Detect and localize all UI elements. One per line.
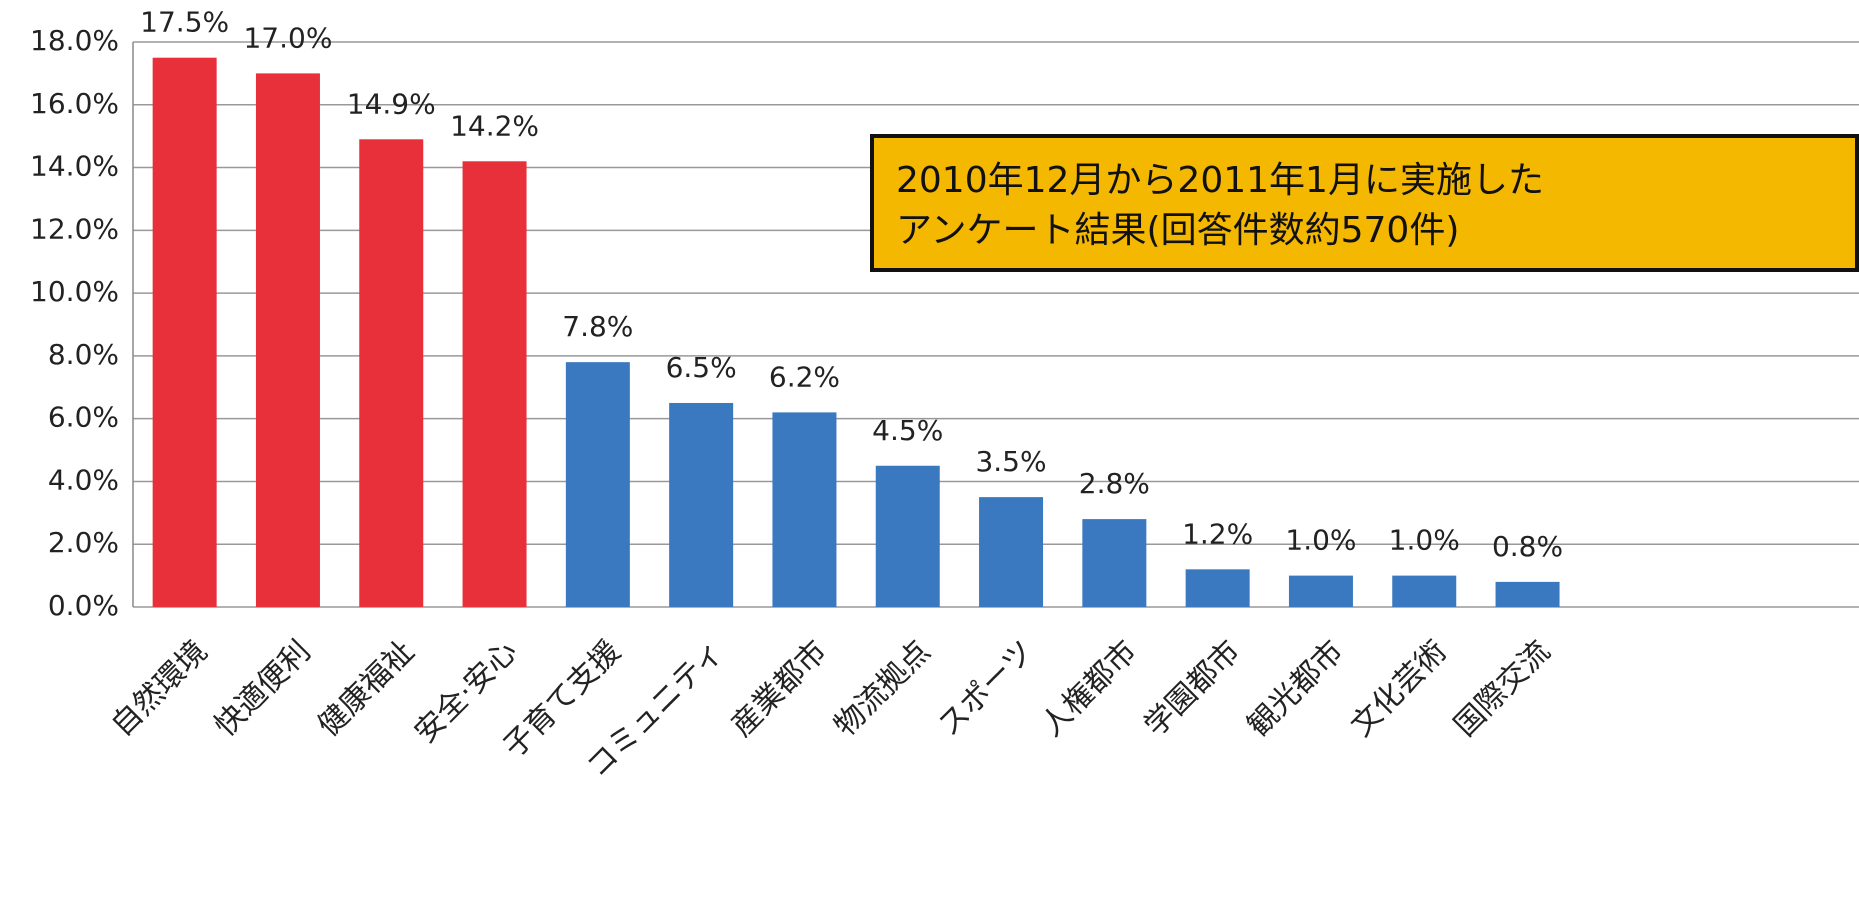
bar xyxy=(1082,519,1147,607)
x-tick-label: 物流拠点 xyxy=(828,634,938,744)
y-tick-label: 4.0% xyxy=(48,463,119,496)
bar xyxy=(462,161,527,607)
annotation-text: アンケート結果(回答件数約570件) xyxy=(896,210,1459,251)
x-tick-label: スポーツ xyxy=(932,634,1041,743)
data-label: 4.5% xyxy=(872,414,943,447)
x-tick-label: 産業都市 xyxy=(725,634,835,744)
bar xyxy=(1495,581,1560,607)
bar xyxy=(772,412,837,607)
x-tick-label: 健康福祉 xyxy=(311,634,421,744)
x-tick-label: 学園都市 xyxy=(1138,634,1248,744)
y-tick-label: 18.0% xyxy=(30,24,119,57)
bar xyxy=(979,497,1044,607)
data-label: 17.5% xyxy=(140,6,229,39)
annotation-text: 2010年12月から2011年1月に実施した xyxy=(896,160,1544,201)
bar xyxy=(1392,575,1457,607)
bar xyxy=(669,402,734,607)
x-tick-label: 観光都市 xyxy=(1241,634,1351,744)
data-label: 14.2% xyxy=(450,109,539,142)
bar xyxy=(152,57,217,607)
data-label: 3.5% xyxy=(975,445,1046,478)
y-tick-label: 0.0% xyxy=(48,589,119,622)
x-tick-label: 快適便利 xyxy=(208,634,318,744)
data-label: 1.0% xyxy=(1285,524,1356,557)
bar xyxy=(565,362,630,607)
bar xyxy=(255,73,320,607)
data-label: 1.0% xyxy=(1389,524,1460,557)
data-label: 7.8% xyxy=(562,310,633,343)
y-tick-label: 8.0% xyxy=(48,338,119,371)
data-label: 6.2% xyxy=(769,360,840,393)
bar xyxy=(1288,575,1353,607)
bar xyxy=(1185,569,1250,607)
y-tick-label: 16.0% xyxy=(30,87,119,120)
data-label: 1.2% xyxy=(1182,517,1253,550)
x-tick-label: 人権都市 xyxy=(1034,634,1144,744)
y-tick-label: 12.0% xyxy=(30,212,119,245)
bar xyxy=(359,139,424,608)
bar xyxy=(875,465,940,607)
data-label: 2.8% xyxy=(1079,467,1150,500)
data-label: 6.5% xyxy=(666,351,737,384)
data-label: 14.9% xyxy=(347,87,436,120)
x-tick-label: 国際交流 xyxy=(1448,634,1558,744)
data-label: 17.0% xyxy=(243,21,332,54)
y-tick-label: 2.0% xyxy=(48,526,119,559)
data-label: 0.8% xyxy=(1492,530,1563,563)
y-tick-label: 6.0% xyxy=(48,401,119,434)
x-tick-label: 文化芸術 xyxy=(1344,634,1454,744)
x-tick-label: 自然環境 xyxy=(105,634,215,744)
annotation-box xyxy=(870,134,1859,272)
y-tick-label: 14.0% xyxy=(30,150,119,183)
y-tick-label: 10.0% xyxy=(30,275,119,308)
